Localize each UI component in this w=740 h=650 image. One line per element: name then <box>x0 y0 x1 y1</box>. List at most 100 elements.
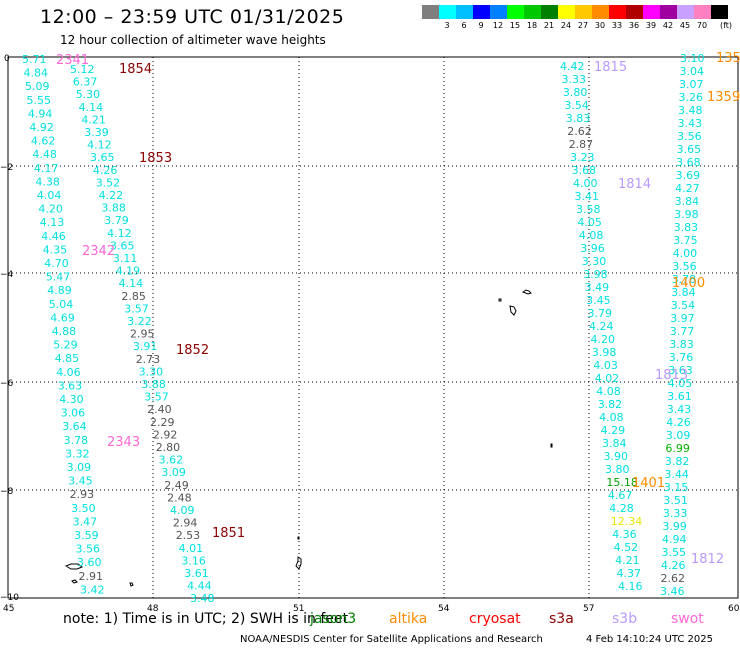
wave-height-value: 4.70 <box>44 257 69 270</box>
wave-height-value: 4.14 <box>119 277 144 290</box>
wave-height-value: 3.80 <box>563 86 588 99</box>
track-label: 1359 <box>707 90 740 105</box>
island-shape <box>129 582 134 587</box>
wave-height-value: 3.97 <box>670 312 695 325</box>
wave-height-value: 5.71 <box>22 53 47 66</box>
legend-sat-jason: jason3 <box>310 611 357 627</box>
wave-height-value: 3.98 <box>583 268 608 281</box>
island-shape <box>498 298 502 302</box>
wave-height-value: 3.11 <box>113 252 137 265</box>
wave-height-value: 2.48 <box>167 491 192 504</box>
track-label: 1813 <box>655 368 688 383</box>
legend-tick-label: 45 <box>679 21 691 30</box>
wave-height-value: 3.83 <box>674 221 699 234</box>
wave-height-value: 3.45 <box>68 475 93 488</box>
legend-swatch <box>660 5 677 19</box>
wave-height-value: 6.99 <box>665 442 690 455</box>
wave-height-value: 3.82 <box>598 398 623 411</box>
wave-height-value: 5.55 <box>27 94 52 107</box>
wave-height-value: 2.29 <box>150 416 175 429</box>
track-labels: 2341 1854 1853 2342 1852 2343 1851 1815 … <box>56 51 740 567</box>
wave-height-value: 3.16 <box>181 554 206 567</box>
legend-tick-label: 36 <box>628 21 640 30</box>
wave-height-value: 5.47 <box>46 271 71 284</box>
wave-height-value: 4.22 <box>99 189 124 202</box>
wave-height-value: 4.20 <box>591 333 616 346</box>
wave-height-value: 3.98 <box>592 346 617 359</box>
wave-height-value: 3.57 <box>144 391 169 404</box>
wave-height-value: 6.37 <box>73 76 98 89</box>
island-shape <box>521 289 532 295</box>
wave-height-value: 3.39 <box>84 126 109 139</box>
legend-swatch <box>524 5 541 19</box>
wave-height-value: 3.06 <box>61 407 85 420</box>
wave-height-value: 2.40 <box>147 403 172 416</box>
wave-height-value: 3.61 <box>667 390 692 403</box>
legend-swatch <box>541 5 558 19</box>
lat-tick: −6 <box>0 379 14 389</box>
wave-height-value: 4.05 <box>668 377 693 390</box>
wave-height-value: 4.04 <box>37 189 62 202</box>
wave-height-value: 3.42 <box>80 583 105 596</box>
wave-height-value: 4.05 <box>577 216 602 229</box>
generated-timestamp: 4 Feb 14:10:24 UTC 2025 <box>586 634 713 645</box>
legend-sat-s3b: s3b <box>612 611 638 627</box>
legend-swatch <box>694 5 711 19</box>
wave-height-value: 4.13 <box>40 216 65 229</box>
wave-height-value: 4.85 <box>55 352 79 365</box>
legend-sat-s3a: s3a <box>549 611 574 627</box>
lon-tick: 60 <box>728 604 740 614</box>
wave-height-value: 2.95 <box>130 328 155 341</box>
track-label: 2341 <box>56 53 89 68</box>
wave-height-value: 4.48 <box>32 148 57 161</box>
wave-height-value: 4.29 <box>601 424 626 437</box>
wave-height-value: 2.92 <box>153 428 178 441</box>
wave-height-value: 3.96 <box>580 242 605 255</box>
map-title: 12:00 – 23:59 UTC 01/31/2025 <box>40 6 345 28</box>
wave-height-values: 5.714.845.095.554.944.924.624.484.174.38… <box>22 52 705 605</box>
wave-height-value: 3.64 <box>62 420 86 433</box>
legend-swatch <box>490 5 507 19</box>
wave-height-value: 3.52 <box>96 176 121 189</box>
track-label: 1812 <box>691 552 724 567</box>
island-shape <box>509 305 517 316</box>
wave-height-value: 3.55 <box>662 546 687 559</box>
wave-height-value: 4.62 <box>31 135 56 148</box>
wave-height-value: 4.19 <box>116 265 141 278</box>
track-label: 2343 <box>107 435 140 450</box>
island-shape <box>550 443 553 448</box>
wave-height-value: 4.94 <box>662 533 687 546</box>
legend-sat-swot: swot <box>671 611 704 627</box>
wave-height-value: 3.88 <box>141 378 166 391</box>
wave-height-value: 4.09 <box>170 504 195 517</box>
wave-height-value: 5.04 <box>49 298 74 311</box>
wave-height-value: 3.09 <box>67 461 92 474</box>
wave-height-value: 4.38 <box>35 175 60 188</box>
legend-tick-label: 12 <box>492 21 504 30</box>
track-label: 1814 <box>618 177 651 192</box>
footnote: note: 1) Time is in UTC; 2) SWH is in fe… <box>63 611 349 627</box>
wave-height-value: 4.17 <box>34 162 59 175</box>
track-label: 1853 <box>139 151 172 166</box>
wave-height-value: 4.01 <box>179 542 204 555</box>
legend-tick-label: 15 <box>509 21 521 30</box>
lon-axis: 45 48 51 54 57 60 <box>3 604 740 614</box>
wave-height-value: 3.23 <box>570 151 595 164</box>
track-label: 1815 <box>594 60 627 75</box>
legend-tick-label: 24 <box>560 21 572 30</box>
wave-height-value: 4.06 <box>56 366 80 379</box>
track-label: 1400 <box>672 276 705 291</box>
wave-height-value: 3.76 <box>669 351 694 364</box>
legend-swatch <box>592 5 609 19</box>
wave-height-value: 3.65 <box>677 143 702 156</box>
wave-height-value: 3.59 <box>74 529 99 542</box>
legend-tick-label: 70 <box>696 21 708 30</box>
lat-tick: 0 <box>4 54 10 64</box>
wave-height-value: 3.44 <box>664 468 689 481</box>
legend-unit: (ft) <box>719 21 733 30</box>
legend-swatch <box>609 5 626 19</box>
legend-tick-label: 6 <box>461 21 467 30</box>
wave-height-value: 3.65 <box>110 239 135 252</box>
credit-line: NOAA/NESDIS Center for Satellite Applica… <box>240 634 543 645</box>
